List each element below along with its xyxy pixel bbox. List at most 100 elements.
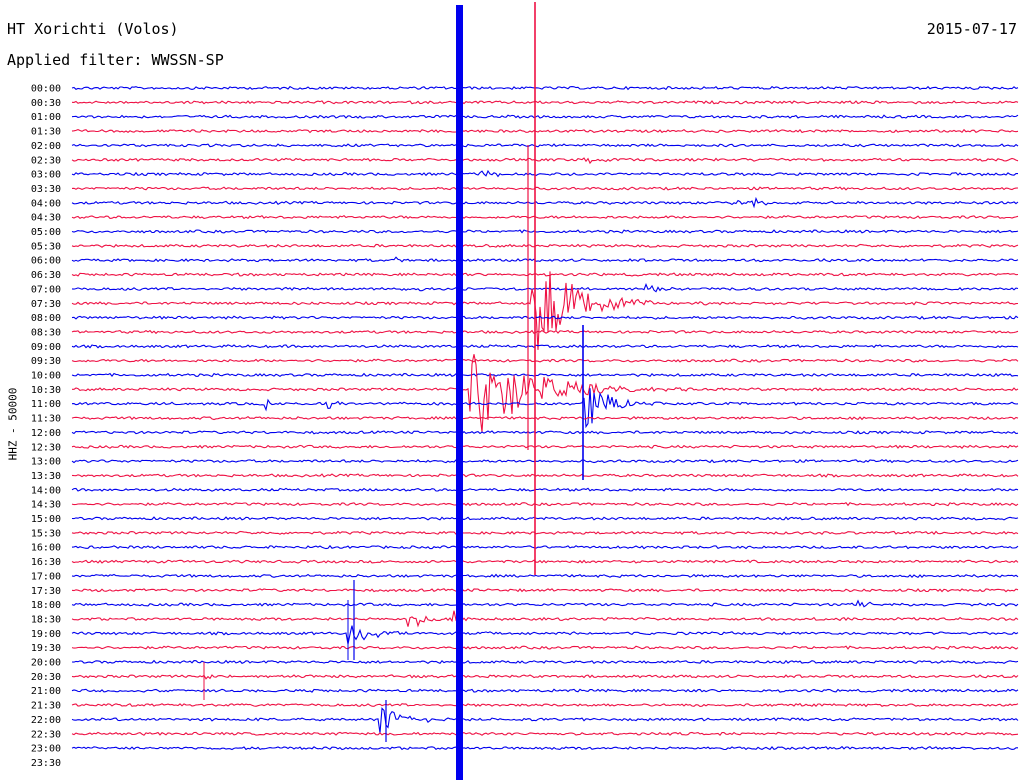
saturated-event-band	[456, 5, 463, 780]
time-label: 06:30	[31, 270, 61, 281]
time-label: 15:30	[31, 528, 61, 539]
trace-row	[71, 458, 1019, 464]
time-label: 13:30	[31, 471, 61, 482]
time-label: 20:00	[31, 658, 61, 669]
time-label: 13:00	[31, 457, 61, 468]
trace-row	[71, 610, 1019, 628]
time-label: 10:00	[31, 371, 61, 382]
trace-row	[71, 588, 1019, 593]
trace-row	[71, 157, 1019, 165]
time-label: 19:30	[31, 643, 61, 654]
trace-row	[71, 625, 1019, 645]
time-label: 17:30	[31, 586, 61, 597]
time-label: 22:00	[31, 715, 61, 726]
trace-row	[71, 186, 1019, 191]
time-label: 02:30	[31, 155, 61, 166]
record-date: 2015-07-17	[926, 20, 1017, 38]
time-label: 08:30	[31, 327, 61, 338]
time-label: 22:30	[31, 729, 61, 740]
station-title: HT Xorichti (Volos)	[7, 20, 179, 38]
trace-row	[71, 473, 1019, 478]
time-label: 16:00	[31, 543, 61, 554]
trace-row	[71, 229, 1019, 234]
trace-row	[71, 85, 1019, 91]
time-label: 01:30	[31, 127, 61, 138]
time-label: 18:00	[31, 600, 61, 611]
time-label: 04:00	[31, 198, 61, 209]
trace-row	[71, 315, 1019, 320]
time-label: 04:30	[31, 213, 61, 224]
time-label: 11:00	[31, 399, 61, 410]
time-label: 07:00	[31, 284, 61, 295]
time-label: 09:30	[31, 356, 61, 367]
trace-row	[71, 559, 1019, 564]
time-label: 03:30	[31, 184, 61, 195]
time-label: 17:00	[31, 571, 61, 582]
trace-row	[71, 702, 1019, 708]
trace-row	[71, 731, 1019, 737]
time-label: 01:00	[31, 112, 61, 123]
time-label: 02:00	[31, 141, 61, 152]
trace-row	[71, 707, 1019, 734]
trace-row	[71, 573, 1019, 579]
trace-row	[71, 688, 1019, 693]
trace-row	[71, 502, 1019, 507]
trace-row	[71, 329, 1019, 335]
trace-row	[71, 272, 1019, 277]
trace-row	[71, 674, 1019, 680]
trace-row	[71, 745, 1018, 751]
time-label: 08:00	[31, 313, 61, 324]
trace-row	[71, 516, 1019, 521]
trace-row	[71, 388, 1019, 429]
time-label: 06:00	[31, 256, 61, 267]
time-label: 14:30	[31, 500, 61, 511]
time-label: 05:30	[31, 241, 61, 252]
filter-label: Applied filter: WWSSN-SP	[7, 51, 224, 69]
time-label: 12:30	[31, 442, 61, 453]
trace-row	[71, 659, 1019, 665]
trace-row	[71, 344, 1019, 349]
time-label: 21:00	[31, 686, 61, 697]
trace-row	[71, 196, 1019, 209]
time-label: 23:30	[31, 758, 61, 769]
time-labels: 00:00 00:30 01:00 01:30 02:00 02:30 03:00 03:30…	[31, 84, 61, 769]
time-label: 10:30	[31, 385, 61, 396]
time-label: 23:00	[31, 744, 61, 755]
traces	[71, 85, 1019, 751]
trace-row	[71, 169, 1018, 178]
time-label: 18:30	[31, 614, 61, 625]
trace-row	[71, 430, 1019, 435]
trace-row	[71, 283, 1019, 293]
time-label: 20:30	[31, 672, 61, 683]
time-label: 11:30	[31, 414, 61, 425]
trace-row	[71, 243, 1019, 248]
trace-row	[71, 444, 1019, 450]
trace-row	[71, 544, 1019, 550]
time-label: 00:30	[31, 98, 61, 109]
trace-row	[71, 256, 1019, 263]
trace-row	[71, 372, 1019, 378]
trace-row	[71, 128, 1019, 134]
trace-row	[71, 143, 1019, 148]
trace-row	[72, 354, 1019, 433]
time-label: 15:00	[31, 514, 61, 525]
trace-row	[71, 100, 1019, 105]
event-overlay	[203, 2, 584, 780]
trace-row	[71, 599, 1019, 608]
trace-row	[71, 530, 1019, 535]
trace-row	[71, 214, 1019, 220]
time-label: 12:00	[31, 428, 61, 439]
trace-row	[71, 487, 1019, 492]
time-label: 21:30	[31, 701, 61, 712]
time-label: 14:00	[31, 485, 61, 496]
trace-row	[71, 415, 1019, 421]
trace-row	[71, 358, 1019, 363]
trace-row	[71, 271, 1019, 350]
time-label: 00:00	[31, 84, 61, 95]
time-label: 19:00	[31, 629, 61, 640]
trace-row	[71, 114, 1019, 119]
time-label: 09:00	[31, 342, 61, 353]
time-label: 16:30	[31, 557, 61, 568]
trace-row	[71, 645, 1019, 650]
